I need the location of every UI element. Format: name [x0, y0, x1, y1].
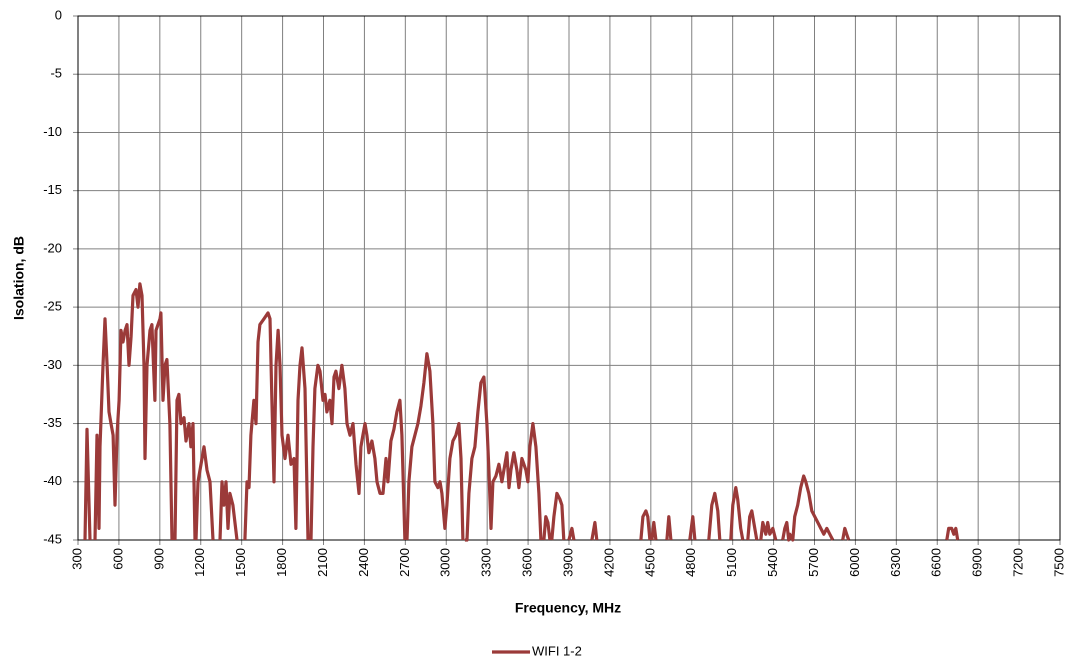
y-tick-label: -10 — [43, 124, 62, 139]
y-tick-label: -15 — [43, 182, 62, 197]
x-tick-label: 1500 — [233, 548, 248, 577]
x-tick-label: 1200 — [192, 548, 207, 577]
x-tick-label: 3300 — [479, 548, 494, 577]
y-tick-label: -45 — [43, 531, 62, 546]
y-tick-label: 0 — [55, 7, 62, 22]
x-tick-label: 300 — [69, 548, 84, 570]
y-tick-label: -20 — [43, 240, 62, 255]
legend-label: WIFI 1-2 — [532, 643, 582, 658]
x-tick-label: 600 — [110, 548, 125, 570]
x-tick-label: 7500 — [1051, 548, 1066, 577]
x-axis-title: Frequency, MHz — [515, 600, 621, 616]
x-tick-label: 900 — [151, 548, 166, 570]
x-tick-label: 7200 — [1011, 548, 1026, 577]
x-tick-label: 4200 — [601, 548, 616, 577]
x-tick-label: 6600 — [929, 548, 944, 577]
x-tick-label: 3900 — [560, 548, 575, 577]
x-tick-label: 6300 — [888, 548, 903, 577]
x-tick-label: 5400 — [765, 548, 780, 577]
y-tick-label: -30 — [43, 357, 62, 372]
x-tick-label: 4500 — [642, 548, 657, 577]
y-axis-title: Isolation, dB — [11, 236, 27, 320]
x-tick-label: 2700 — [397, 548, 412, 577]
x-tick-label: 5100 — [724, 548, 739, 577]
x-tick-label: 2400 — [356, 548, 371, 577]
x-tick-label: 1800 — [274, 548, 289, 577]
x-tick-label: 6900 — [970, 548, 985, 577]
x-tick-label: 2100 — [315, 548, 330, 577]
y-tick-label: -35 — [43, 415, 62, 430]
x-tick-label: 3600 — [520, 548, 535, 577]
y-tick-label: -25 — [43, 299, 62, 314]
x-tick-label: 6000 — [847, 548, 862, 577]
x-tick-label: 3000 — [438, 548, 453, 577]
y-tick-label: -40 — [43, 473, 62, 488]
data-line — [83, 282, 960, 542]
x-tick-label: 5700 — [806, 548, 821, 577]
x-tick-label: 4800 — [683, 548, 698, 577]
y-tick-label: -5 — [50, 66, 62, 81]
